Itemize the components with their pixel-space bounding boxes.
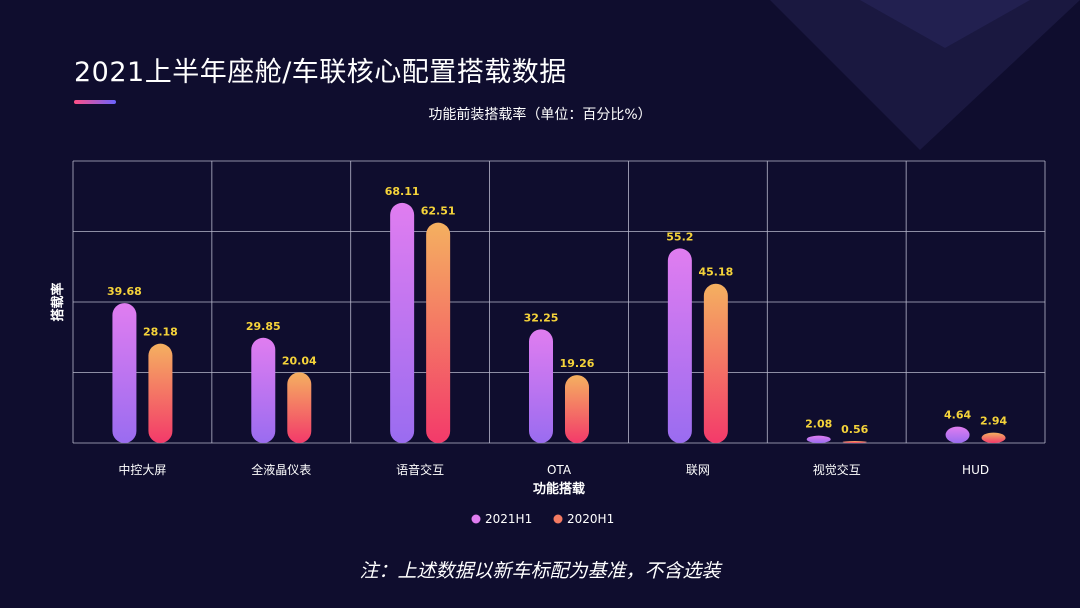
x-axis-label: 功能搭载 [533,481,585,497]
bar-2021h1 [390,202,415,443]
bar-2021h1 [251,337,276,443]
bar-2021h1 [112,303,137,443]
x-tick-label: 语音交互 [396,462,444,477]
x-tick-label: 联网 [686,463,710,477]
x-tick-label: 全液晶仪表 [251,462,311,477]
title-accent-bar [74,100,116,104]
bar-2021h1 [945,426,970,443]
decorative-triangle-shape [770,0,1080,150]
data-label: 68.11 [385,185,420,198]
x-tick-label: 中控大屏 [118,462,166,477]
bar-2021h1 [806,435,831,443]
data-label: 39.68 [107,285,142,298]
x-tick-label: HUD [962,463,989,477]
bar-2020h1 [565,375,589,443]
x-tick-label: OTA [547,463,572,477]
data-label: 0.56 [841,423,868,436]
legend-label: 2021H1 [485,512,532,526]
page-title: 2021上半年座舱/车联核心配置搭载数据 [74,57,567,88]
bar-2020h1 [148,343,173,443]
data-label: 2.94 [980,415,1007,428]
bar-2020h1 [981,432,1006,443]
chart-title: 功能前装搭载率（单位：百分比%） [428,106,651,123]
x-tick-label: 视觉交互 [813,462,861,477]
data-label: 29.85 [246,320,281,333]
footnote: 注：上述数据以新车标配为基准，不含选装 [359,560,721,582]
bar-2021h1 [667,248,692,443]
y-axis-label: 搭载率 [50,282,66,321]
bar-2020h1 [426,222,451,443]
data-label: 55.2 [666,230,693,243]
data-label: 20.04 [282,354,317,367]
data-label: 19.26 [560,357,595,370]
data-label: 62.51 [421,205,456,218]
data-label: 2.08 [805,418,832,431]
bar-2021h1 [529,329,553,443]
legend-marker [471,514,481,524]
data-label: 28.18 [143,326,178,339]
bar-2020h1 [287,372,312,443]
legend-label: 2020H1 [567,512,614,526]
bar-2020h1 [703,283,728,443]
data-label: 32.25 [524,311,559,324]
bar-chart: 功能前装搭载率（单位：百分比%） 39.68 28.18 中控大屏 29.85 20.0… [50,106,1046,526]
data-label: 4.64 [944,409,971,422]
data-label: 45.18 [698,266,733,279]
legend-marker [553,514,563,524]
bar-2020h1 [842,441,867,443]
